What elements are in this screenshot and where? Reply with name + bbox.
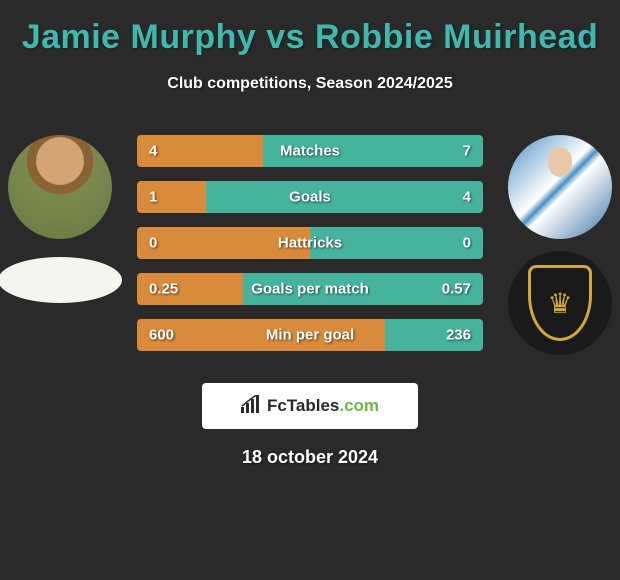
date-label: 18 october 2024 <box>0 447 620 468</box>
stat-row: 0.25 0.57 Goals per match <box>137 273 483 305</box>
stat-label: Matches <box>280 143 340 160</box>
stat-value-right: 236 <box>446 327 471 344</box>
player-right-avatar <box>508 135 612 239</box>
fctables-logo[interactable]: FcTables.com <box>202 383 418 429</box>
bar-right <box>206 181 483 213</box>
bar-left <box>137 181 206 213</box>
logo-brand: FcTables <box>267 396 339 415</box>
stat-value-left: 0 <box>149 235 157 252</box>
stat-value-right: 0.57 <box>442 281 471 298</box>
subtitle: Club competitions, Season 2024/2025 <box>0 75 620 93</box>
stat-value-left: 4 <box>149 143 157 160</box>
stat-bars: 4 7 Matches 1 4 Goals 0 0 Hattricks 0.25 0.57 Goals… <box>137 135 483 365</box>
player-right-block: ♛ <box>508 135 612 355</box>
page-title: Jamie Murphy vs Robbie Muirhead <box>0 18 620 57</box>
stat-value-right: 7 <box>463 143 471 160</box>
stat-label: Min per goal <box>266 327 354 344</box>
stats-area: ♛ 4 7 Matches 1 4 Goals 0 0 Hattricks 0.25 0.57 Goa… <box>0 135 620 365</box>
stat-value-left: 0.25 <box>149 281 178 298</box>
club-right-badge: ♛ <box>508 251 612 355</box>
stat-row: 600 236 Min per goal <box>137 319 483 351</box>
stat-row: 1 4 Goals <box>137 181 483 213</box>
stat-value-left: 600 <box>149 327 174 344</box>
logo-domain: .com <box>339 396 379 415</box>
livingston-shield-icon: ♛ <box>528 265 592 341</box>
comparison-card: Jamie Murphy vs Robbie Muirhead Club com… <box>0 0 620 478</box>
stat-label: Goals <box>289 189 331 206</box>
stat-value-left: 1 <box>149 189 157 206</box>
stat-label: Goals per match <box>251 281 369 298</box>
player-left-photo <box>8 135 112 239</box>
lion-icon: ♛ <box>547 287 572 320</box>
club-left-badge <box>0 257 122 303</box>
stat-row: 4 7 Matches <box>137 135 483 167</box>
stat-row: 0 0 Hattricks <box>137 227 483 259</box>
stat-value-right: 0 <box>463 235 471 252</box>
player-left-avatar <box>8 135 112 239</box>
player-right-photo <box>508 135 612 239</box>
stat-label: Hattricks <box>278 235 342 252</box>
chart-icon <box>241 395 261 418</box>
player-left-block <box>8 135 122 303</box>
stat-value-right: 4 <box>463 189 471 206</box>
logo-text: FcTables.com <box>267 396 379 416</box>
